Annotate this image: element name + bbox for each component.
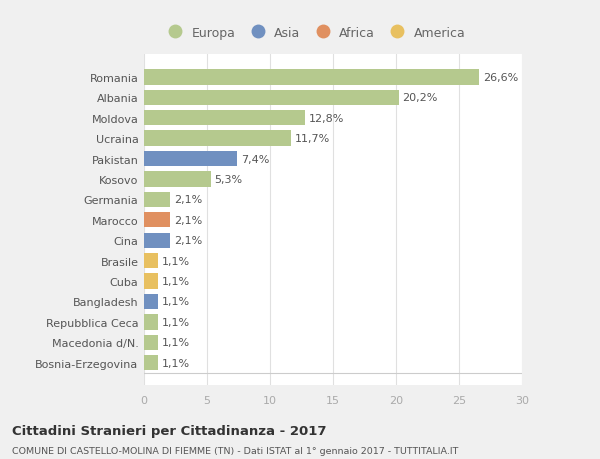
Text: 1,1%: 1,1% xyxy=(161,317,190,327)
Text: 1,1%: 1,1% xyxy=(161,337,190,347)
Text: 7,4%: 7,4% xyxy=(241,154,269,164)
Bar xyxy=(144,314,158,330)
Text: Cittadini Stranieri per Cittadinanza - 2017: Cittadini Stranieri per Cittadinanza - 2… xyxy=(12,425,326,437)
Bar xyxy=(144,192,170,207)
Text: 2,1%: 2,1% xyxy=(174,236,202,246)
Text: 1,1%: 1,1% xyxy=(161,297,190,307)
Text: 1,1%: 1,1% xyxy=(161,276,190,286)
Bar xyxy=(144,274,158,289)
Text: 11,7%: 11,7% xyxy=(295,134,331,144)
Bar xyxy=(144,213,170,228)
Bar xyxy=(144,253,158,269)
Bar xyxy=(144,131,292,146)
Text: 12,8%: 12,8% xyxy=(309,113,344,123)
Bar xyxy=(144,355,158,370)
Text: 1,1%: 1,1% xyxy=(161,256,190,266)
Bar xyxy=(144,111,305,126)
Bar xyxy=(144,294,158,309)
Bar xyxy=(144,90,398,106)
Text: COMUNE DI CASTELLO-MOLINA DI FIEMME (TN) - Dati ISTAT al 1° gennaio 2017 - TUTTI: COMUNE DI CASTELLO-MOLINA DI FIEMME (TN)… xyxy=(12,446,458,455)
Bar xyxy=(144,335,158,350)
Bar xyxy=(144,233,170,248)
Text: 1,1%: 1,1% xyxy=(161,358,190,368)
Text: 2,1%: 2,1% xyxy=(174,195,202,205)
Bar xyxy=(144,172,211,187)
Text: 20,2%: 20,2% xyxy=(403,93,437,103)
Bar xyxy=(144,151,237,167)
Text: 5,3%: 5,3% xyxy=(215,174,242,185)
Text: 26,6%: 26,6% xyxy=(483,73,518,83)
Legend: Europa, Asia, Africa, America: Europa, Asia, Africa, America xyxy=(158,22,470,45)
Text: 2,1%: 2,1% xyxy=(174,215,202,225)
Bar xyxy=(144,70,479,85)
